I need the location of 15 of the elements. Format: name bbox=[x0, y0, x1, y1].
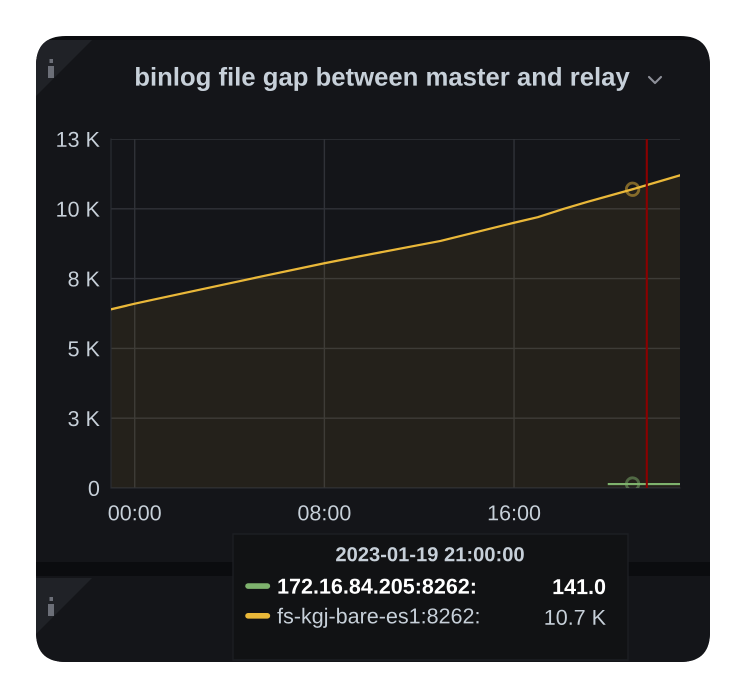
legend-label: fs-kgj-bare-es1:8262: bbox=[277, 608, 479, 628]
y-tick-label: 3 K bbox=[68, 410, 100, 426]
legend-label: 172.16.84.205:8262: bbox=[278, 578, 475, 594]
y-tick-label: 13 K bbox=[57, 132, 100, 148]
legend-title: 2023-01-19 21:00:00 bbox=[336, 547, 524, 562]
chart-title: binlog file gap between master and relay bbox=[136, 66, 630, 92]
x-tick-label: 08:00 bbox=[298, 505, 350, 520]
x-tick-label: 16:00 bbox=[488, 505, 540, 520]
text: 10.7 K bbox=[545, 610, 606, 625]
y-tick-label: 10 K bbox=[57, 202, 100, 217]
y-tick-label: 5 K bbox=[68, 341, 100, 356]
y-tick-label: 8 K bbox=[68, 271, 100, 287]
text: 141.0 bbox=[553, 579, 606, 594]
x-tick-label: 00:00 bbox=[108, 505, 161, 520]
y-tick-label: 0 bbox=[88, 480, 100, 496]
